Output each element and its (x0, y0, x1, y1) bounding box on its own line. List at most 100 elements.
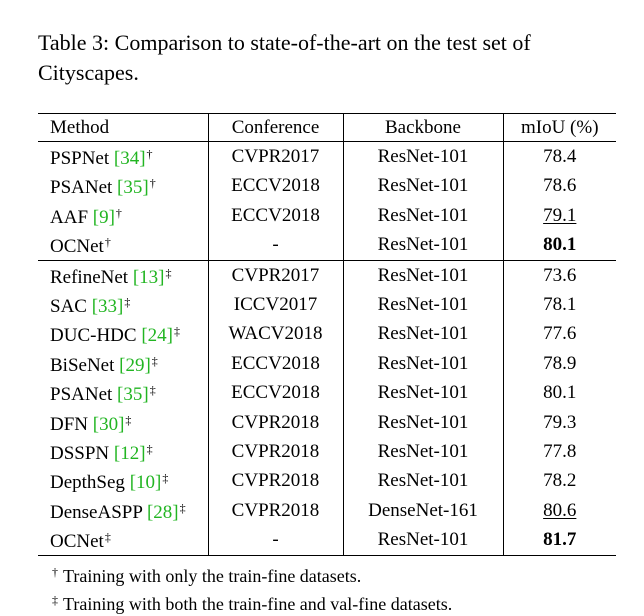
dataset-mark: ‡ (162, 471, 169, 486)
miou-cell: 79.1 (502, 200, 616, 231)
table-caption: Table 3: Comparison to state-of-the-art … (38, 30, 531, 85)
table-row: DepthSeg [10]‡ CVPR2018 ResNet-101 78.2 (38, 466, 616, 496)
backbone-cell: ResNet-101 (342, 319, 503, 349)
miou-cell: 79.3 (502, 407, 616, 438)
backbone-cell: ResNet-101 (342, 525, 503, 556)
conference-cell: CVPR2018 (207, 466, 343, 496)
citation-link[interactable]: [10] (129, 472, 162, 494)
backbone-cell: ResNet-101 (342, 348, 503, 379)
method-cell: DFN [30]‡ (38, 408, 208, 437)
citation-link[interactable]: [30] (92, 413, 125, 435)
backbone-cell: ResNet-101 (342, 141, 503, 172)
citation-link[interactable]: [33] (91, 296, 124, 318)
table-row: OCNet‡ - ResNet-101 81.7 (38, 525, 616, 556)
conference-cell: ECCV2018 (207, 348, 343, 379)
citation-link[interactable]: [34] (113, 148, 146, 169)
table-row: AAF [9]† ECCV2018 ResNet-101 79.1 (38, 200, 616, 231)
header-backbone: Backbone (342, 113, 503, 142)
method-name: OCNet (50, 236, 104, 258)
miou-value: 78.4 (543, 146, 577, 167)
citation-link[interactable]: [29] (119, 354, 151, 376)
miou-value: 80.1 (543, 382, 577, 404)
citation-link[interactable]: [35] (117, 177, 149, 199)
miou-cell: 78.6 (502, 171, 616, 201)
backbone-cell: ResNet-101 (342, 200, 503, 231)
footnote-symbol: † (52, 564, 58, 579)
method-cell: DenseASPP [28]‡ (38, 496, 208, 525)
miou-cell: 78.9 (502, 348, 616, 379)
method-name: RefineNet (50, 266, 133, 288)
footnotes: † Training with only the train-fine datas… (38, 560, 616, 616)
conference-cell: CVPR2018 (207, 437, 343, 467)
table-header: Method Conference Backbone mIoU (%) (38, 113, 616, 142)
table-group-train-val-fine: RefineNet [13]‡ CVPR2017 ResNet-101 73.6 SAC… (38, 260, 616, 556)
backbone-cell: ResNet-101 (342, 290, 503, 320)
method-cell: PSANet [35]† (38, 171, 208, 200)
miou-value: 81.7 (543, 529, 577, 551)
conference-cell: CVPR2017 (207, 260, 343, 291)
miou-cell: 80.1 (502, 378, 616, 408)
backbone-cell: ResNet-101 (342, 230, 503, 261)
citation-link[interactable]: [28] (146, 501, 179, 523)
miou-value: 78.9 (543, 352, 577, 374)
miou-value: 80.1 (543, 234, 577, 256)
dataset-mark: † (104, 235, 111, 250)
method-name: DepthSeg (50, 472, 130, 494)
citation-link[interactable]: [12] (113, 443, 146, 465)
table-row: PSPNet [34]† CVPR2017 ResNet-101 78.4 (38, 141, 616, 172)
table-row: OCNet† - ResNet-101 80.1 (38, 230, 616, 261)
method-cell: DepthSeg [10]‡ (38, 466, 208, 495)
citation-link[interactable]: [13] (132, 266, 165, 288)
miou-cell: 77.8 (502, 437, 616, 467)
dataset-mark: † (149, 176, 156, 191)
citation-link[interactable]: [35] (117, 384, 149, 406)
dataset-mark: ‡ (151, 353, 158, 368)
footnote-text: Training with both the train-fine and va… (63, 593, 453, 614)
miou-cell: 78.1 (502, 290, 616, 320)
conference-cell: ECCV2018 (207, 200, 343, 231)
conference-cell: - (207, 525, 343, 556)
results-table: Method Conference Backbone mIoU (%) PSPN… (38, 113, 616, 556)
table-row: RefineNet [13]‡ CVPR2017 ResNet-101 73.6 (38, 260, 616, 291)
table-row: PSANet [35]† ECCV2018 ResNet-101 78.6 (38, 171, 616, 201)
method-name: PSANet (50, 384, 118, 406)
table-row: DenseASPP [28]‡ CVPR2018 DenseNet-161 80.6 (38, 495, 616, 526)
method-cell: OCNet† (38, 230, 208, 260)
method-cell: OCNet‡ (38, 525, 208, 555)
method-cell: RefineNet [13]‡ (38, 260, 208, 290)
dataset-mark: ‡ (165, 265, 172, 280)
method-name: OCNet (50, 531, 104, 553)
table-row: DFN [30]‡ CVPR2018 ResNet-101 79.3 (38, 407, 616, 438)
conference-cell: CVPR2018 (207, 407, 343, 438)
method-name: DenseASPP (50, 501, 147, 523)
backbone-cell: ResNet-101 (342, 407, 503, 438)
backbone-cell: ResNet-101 (342, 437, 503, 467)
method-name: DFN (50, 413, 93, 435)
miou-cell: 80.1 (502, 230, 616, 261)
method-cell: PSANet [35]‡ (38, 378, 208, 407)
backbone-cell: ResNet-101 (342, 260, 503, 291)
method-cell: DSSPN [12]‡ (38, 437, 208, 466)
footnote-double-dagger: ‡ Training with both the train-fine and v… (38, 588, 616, 616)
method-cell: PSPNet [34]† (38, 142, 208, 172)
header-method: Method (50, 117, 110, 138)
results-table-container: Method Conference Backbone mIoU (%) PSPN… (38, 113, 616, 616)
dataset-mark: ‡ (124, 295, 131, 310)
citation-link[interactable]: [9] (92, 206, 115, 228)
dataset-mark: ‡ (125, 412, 132, 427)
conference-cell: ICCV2017 (207, 290, 343, 320)
footnote-dagger: † Training with only the train-fine datas… (38, 560, 616, 588)
method-name: AAF (50, 206, 93, 228)
method-cell: BiSeNet [29]‡ (38, 349, 208, 378)
method-name: DUC-HDC (50, 325, 142, 347)
miou-cell: 77.6 (502, 319, 616, 349)
header-miou: mIoU (%) (502, 113, 616, 142)
citation-link[interactable]: [24] (141, 325, 173, 347)
conference-cell: ECCV2018 (207, 378, 343, 408)
miou-cell: 73.6 (502, 260, 616, 291)
footnote-symbol: ‡ (52, 592, 58, 607)
table-row: PSANet [35]‡ ECCV2018 ResNet-101 80.1 (38, 378, 616, 408)
conference-cell: WACV2018 (207, 319, 343, 349)
backbone-cell: ResNet-101 (342, 171, 503, 201)
miou-value: 79.1 (543, 204, 577, 226)
